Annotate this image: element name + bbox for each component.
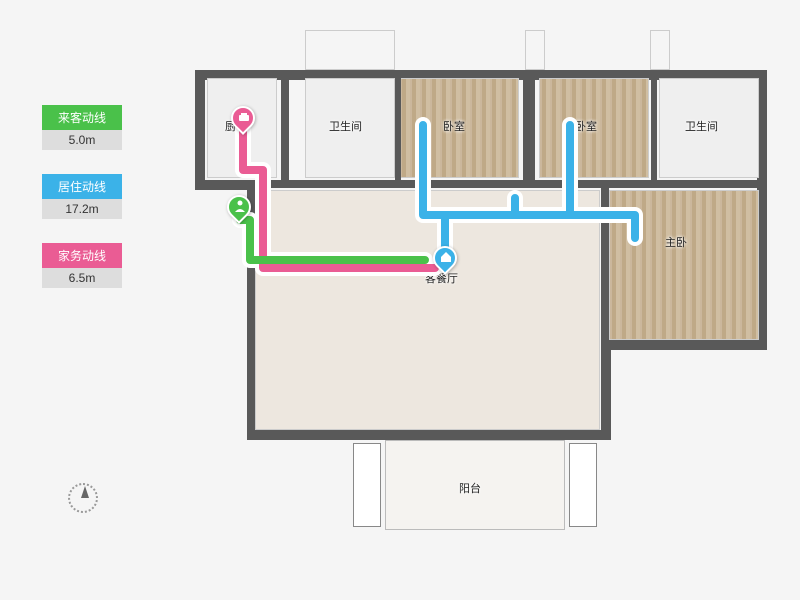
legend: 来客动线 5.0m 居住动线 17.2m 家务动线 6.5m — [42, 105, 122, 312]
legend-label: 来客动线 — [42, 105, 122, 130]
legend-value: 5.0m — [42, 130, 122, 150]
wall — [255, 180, 759, 188]
legend-label: 家务动线 — [42, 243, 122, 268]
wall-cutout — [650, 30, 670, 70]
room-label-master: 主卧 — [665, 234, 687, 250]
room-label-bed2: 卧室 — [575, 118, 597, 134]
marker-living — [433, 246, 459, 282]
room-label-balcony: 阳台 — [459, 480, 481, 496]
window — [569, 443, 597, 527]
wall — [247, 430, 607, 440]
legend-item-guest: 来客动线 5.0m — [42, 105, 122, 150]
wall — [523, 78, 535, 180]
legend-label: 居住动线 — [42, 174, 122, 199]
legend-item-chore: 家务动线 6.5m — [42, 243, 122, 288]
wall — [601, 180, 609, 348]
legend-value: 17.2m — [42, 199, 122, 219]
marker-guest — [227, 195, 253, 231]
wall — [195, 180, 255, 190]
legend-item-living: 居住动线 17.2m — [42, 174, 122, 219]
room-label-bath1: 卫生间 — [329, 118, 362, 134]
room-living-dining — [255, 190, 600, 430]
wall — [281, 78, 289, 180]
wall-cutout — [305, 30, 395, 70]
wall — [651, 78, 657, 180]
room-label-bed1: 卧室 — [443, 118, 465, 134]
person-icon — [233, 199, 247, 213]
room-master-bedroom — [609, 190, 759, 340]
wall — [601, 340, 767, 350]
marker-chore — [231, 106, 257, 142]
floorplan: 厨房 卫生间 卧室 卧室 卫生间 主卧 客餐厅 阳台 — [195, 30, 775, 570]
compass-icon — [65, 480, 101, 516]
window — [353, 443, 381, 527]
wall — [395, 78, 401, 180]
wall — [601, 340, 611, 440]
wall-cutout — [525, 30, 545, 70]
home-icon — [439, 250, 453, 264]
room-label-bath2: 卫生间 — [685, 118, 718, 134]
legend-value: 6.5m — [42, 268, 122, 288]
wall — [195, 70, 205, 190]
pot-icon — [237, 110, 251, 124]
